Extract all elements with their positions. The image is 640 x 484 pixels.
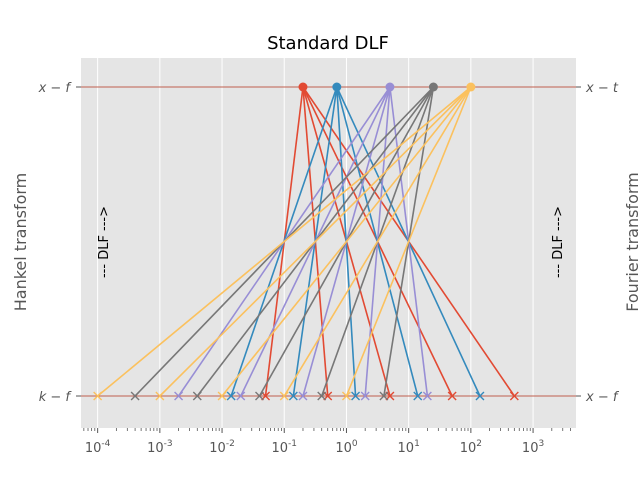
bottom-point-marker	[279, 391, 289, 401]
bottom-point-marker	[413, 391, 423, 401]
bottom-point-marker	[255, 391, 264, 401]
bottom-point-marker	[192, 391, 202, 401]
bottom-point-marker	[174, 391, 184, 401]
y-label-right: Fourier transform	[623, 172, 640, 312]
series-line	[159, 86, 472, 397]
bottom-point-marker	[422, 391, 432, 401]
bottom-point-marker	[447, 391, 457, 401]
dlf-annotation-right: --- DLF --->	[551, 206, 566, 278]
top-point-marker	[466, 82, 476, 92]
bottom-point-marker	[93, 391, 103, 401]
x-tick-label: 10-4	[85, 439, 111, 456]
x-tick-label: 10-2	[209, 439, 235, 456]
top-point-marker	[428, 82, 438, 92]
series-line	[345, 86, 472, 397]
bottom-point-marker	[217, 391, 227, 401]
series-line	[97, 86, 472, 397]
y-tick-left-bottom: k − f	[39, 390, 73, 405]
bottom-point-marker	[379, 391, 389, 401]
bottom-point-marker	[341, 391, 351, 401]
bottom-point-marker	[351, 391, 361, 401]
bottom-point-marker	[298, 391, 308, 401]
series-4	[93, 82, 476, 401]
y-label-left: Hankel transform	[11, 173, 30, 311]
series-marks	[93, 82, 519, 401]
y-tick-right-bottom: x − f	[585, 390, 620, 405]
series-line	[283, 86, 472, 397]
top-point-marker	[298, 82, 308, 92]
bottom-point-marker	[317, 391, 327, 401]
x-tick-label: 103	[522, 439, 544, 456]
bottom-point-marker	[130, 391, 140, 401]
x-tick-label: 101	[398, 439, 420, 456]
x-tick-label: 100	[335, 439, 358, 456]
bottom-point-marker	[475, 391, 485, 401]
bottom-point-marker	[360, 391, 370, 401]
x-tick-label: 10-3	[147, 439, 173, 456]
x-tick-label: 102	[460, 439, 482, 456]
bottom-point-marker	[236, 391, 246, 401]
series-line	[221, 86, 472, 397]
x-tick-label: 10-1	[271, 439, 297, 456]
x-axis: 10-4 10-3 10-2 10-1 100 101 102 103	[83, 428, 571, 456]
y-tick-left-top: x − f	[38, 81, 73, 96]
top-point-marker	[385, 82, 395, 92]
bottom-point-marker	[288, 391, 298, 401]
y-tick-right-top: x − t	[585, 81, 619, 96]
dlf-annotation-left: --- DLF --->	[97, 206, 112, 278]
chart-title: Standard DLF	[267, 33, 389, 54]
bottom-point-marker	[509, 391, 519, 401]
bottom-point-marker	[226, 391, 236, 401]
bottom-point-marker	[155, 391, 165, 401]
top-point-marker	[332, 82, 342, 92]
